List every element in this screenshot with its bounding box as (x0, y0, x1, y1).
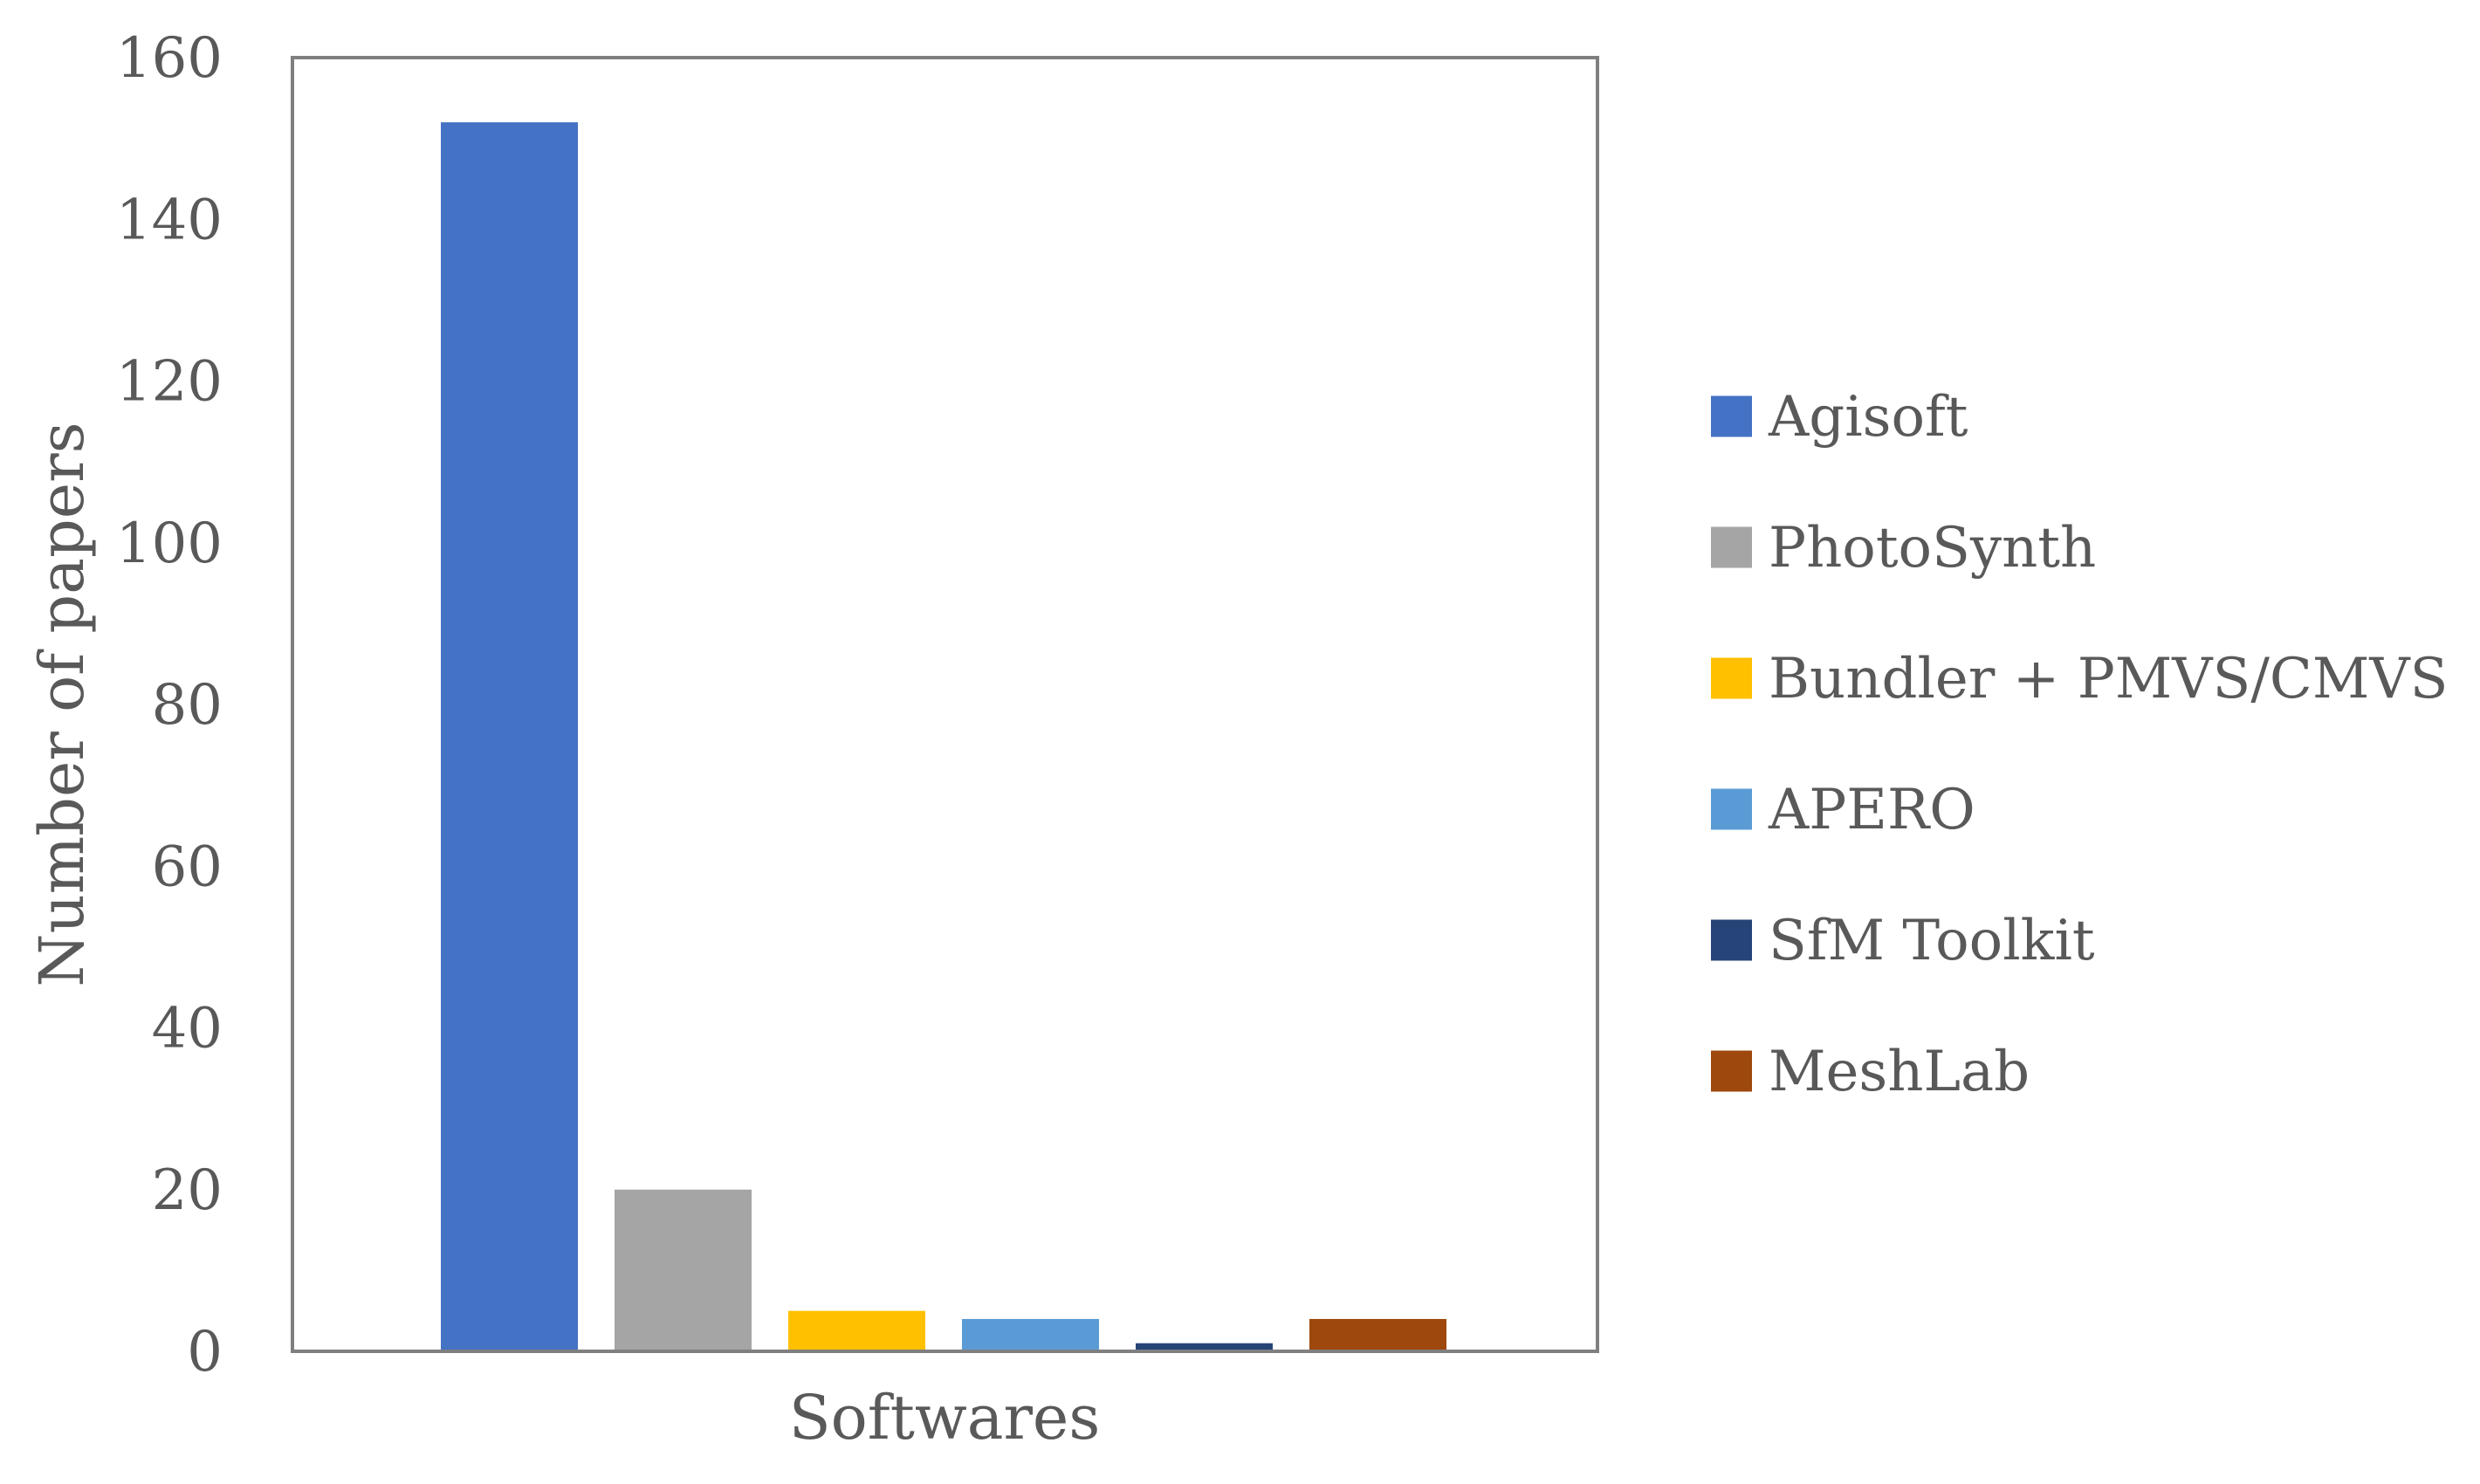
legend-label: APERO (1768, 778, 1975, 842)
legend-label: Agisoft (1768, 385, 1968, 450)
legend-label: MeshLab (1769, 1040, 2030, 1104)
y-axis-label: Number of papers (26, 422, 98, 986)
legend-swatch (1711, 919, 1752, 961)
bar-bundler-pmvs-cmvs (788, 1310, 925, 1351)
legend-swatch (1711, 788, 1752, 830)
y-tick-label: 100 (116, 512, 223, 576)
legend-swatch (1711, 657, 1752, 699)
legend-swatch (1711, 1050, 1752, 1092)
bar-sfm-toolkit (1136, 1343, 1273, 1351)
x-axis-label: Softwares (789, 1382, 1101, 1453)
legend-label: Bundler + PMVS/CMVS (1769, 647, 2448, 711)
bar-apero (962, 1318, 1099, 1351)
bar-photosynth (615, 1189, 752, 1351)
y-tick-label: 160 (116, 26, 223, 91)
y-tick-label: 80 (152, 673, 223, 738)
y-axis-ticks: 0 20 40 60 80 100 120 140 160 (116, 26, 223, 1384)
bars-group (441, 122, 1446, 1352)
legend-label: SfM Toolkit (1769, 909, 2095, 973)
y-tick-label: 40 (152, 997, 223, 1061)
y-tick-label: 20 (152, 1158, 223, 1223)
y-tick-label: 60 (152, 835, 223, 899)
legend-swatch (1711, 395, 1752, 437)
bar-agisoft (441, 122, 578, 1352)
legend: Agisoft PhotoSynth Bundler + PMVS/CMVS APER… (1711, 385, 2448, 1104)
legend-swatch (1711, 526, 1752, 568)
bar-meshlab (1309, 1318, 1446, 1351)
y-tick-label: 0 (187, 1320, 223, 1384)
legend-label: PhotoSynth (1769, 516, 2096, 581)
y-tick-label: 120 (116, 350, 223, 415)
y-tick-label: 140 (116, 188, 223, 252)
